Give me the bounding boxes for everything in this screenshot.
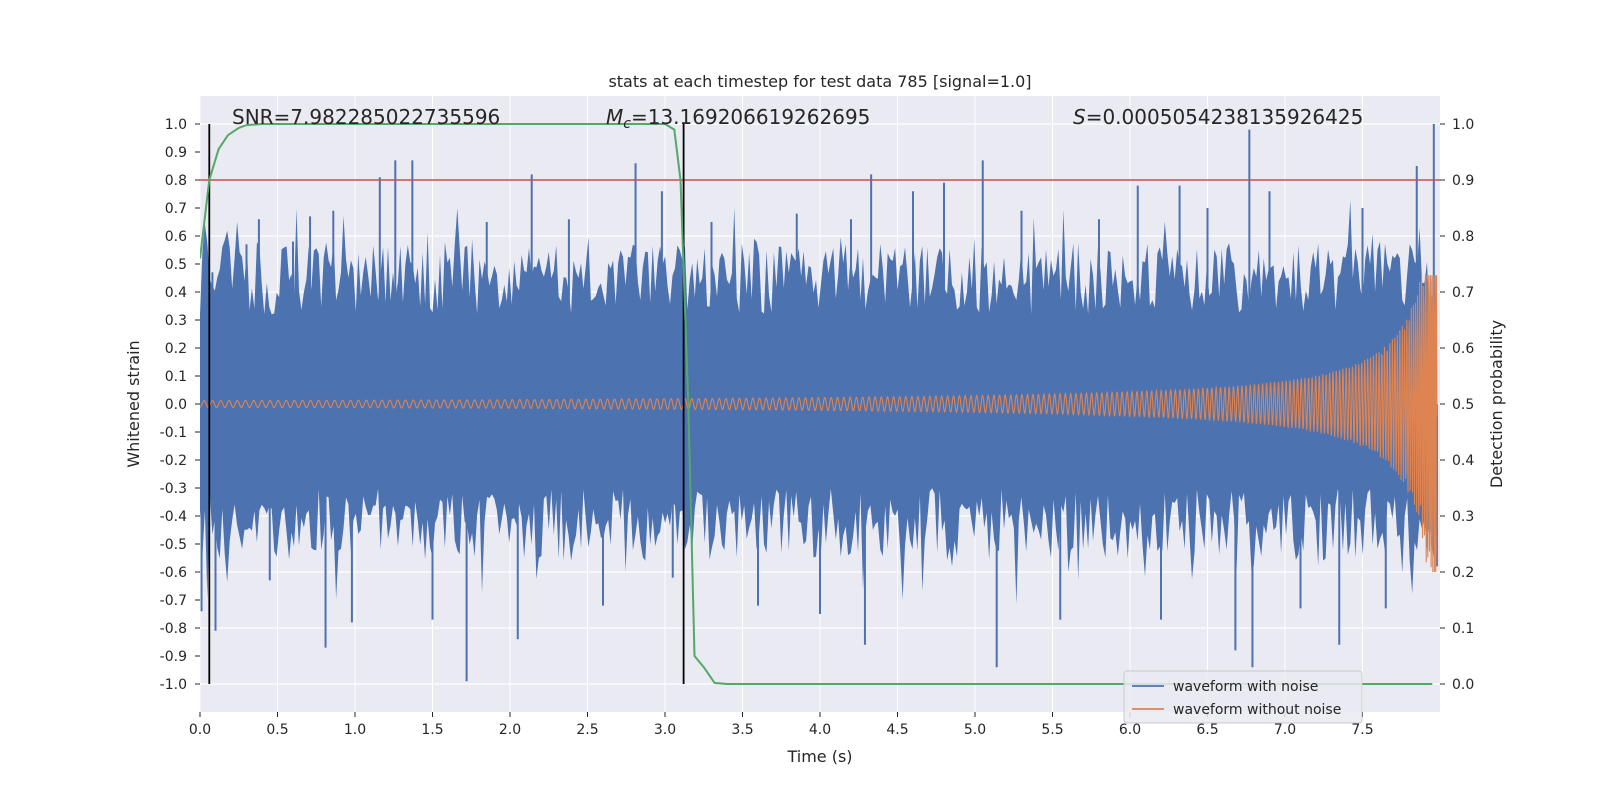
right-y-tick-label: 0.4 [1452,453,1474,469]
left-y-tick-label: 0.1 [165,369,187,385]
chart-title: stats at each timestep for test data 785… [608,72,1031,91]
left-y-tick-label: 0.0 [165,397,187,413]
right-y-tick-label: 0.3 [1452,509,1474,525]
waveform-with-noise-spikes [200,124,1438,682]
chirp-mass-subscript: c [623,116,631,132]
right-y-tick-label: 0.5 [1452,397,1474,413]
right-y-tick-label: 0.9 [1452,173,1474,189]
x-tick-label: 0.5 [266,722,288,738]
left-y-tick-label: 0.4 [165,285,187,301]
left-y-tick-label: -0.4 [160,509,187,525]
s-symbol: S [1073,105,1086,129]
left-y-tick-label: 0.7 [165,201,187,217]
x-tick-label: 2.0 [499,722,521,738]
x-tick-label: 4.0 [809,722,831,738]
right-y-tick-label: 0.7 [1452,285,1474,301]
right-y-axis-label: Detection probability [1487,320,1506,488]
left-y-tick-label: -0.3 [160,481,187,497]
x-tick-label: 7.5 [1351,722,1373,738]
left-y-tick-label: -0.5 [160,537,187,553]
plot-content [200,123,1440,685]
legend-box [1123,670,1363,724]
x-axis-label: Time (s) [786,747,852,766]
s-value: =0.0005054238135926425 [1086,105,1364,129]
left-y-axis-ticks: 1.0 0.9 0.8 0.7 0.6 0.5 0.4 0.3 0.2 0.1 0.0 -0.1 -0.… [160,117,200,693]
detection-probability-line [200,123,1433,685]
x-tick-label: 5.5 [1041,722,1063,738]
right-y-tick-label: 0.0 [1452,677,1474,693]
right-y-tick-label: 0.2 [1452,565,1474,581]
chirp-mass-symbol: M [606,105,623,129]
left-y-tick-label: -0.7 [160,593,187,609]
left-y-tick-label: -0.6 [160,565,187,581]
left-y-tick-label: -0.9 [160,649,187,665]
waveform-with-noise-band [200,200,1437,605]
left-y-tick-label: 0.5 [165,257,187,273]
left-y-tick-label: 0.9 [165,145,187,161]
left-y-tick-label: -0.2 [160,453,187,469]
x-tick-label: 3.5 [731,722,753,738]
x-tick-label: 0.0 [189,722,211,738]
x-tick-label: 7.0 [1274,722,1296,738]
left-y-tick-label: 0.8 [165,173,187,189]
x-axis-ticks: 0.0 0.5 1.0 1.5 2.0 2.5 3.0 3.5 4.0 4.5 5.0 5.5 6.0 6… [189,712,1374,738]
snr-annotation: SNR=7.982285022735596 [232,105,500,129]
waveform-without-noise-line [200,275,1438,573]
x-tick-label: 1.0 [344,722,366,738]
legend-label-noise: waveform with noise [1173,679,1318,695]
left-y-tick-label: -1.0 [160,677,187,693]
right-y-tick-label: 1.0 [1452,117,1474,133]
left-y-tick-label: 0.2 [165,341,187,357]
right-y-tick-label: 0.8 [1452,229,1474,245]
left-y-tick-label: -0.8 [160,621,187,637]
x-tick-label: 6.5 [1196,722,1218,738]
x-tick-label: 6.0 [1119,722,1141,738]
chirp-mass-value: =13.169206619262695 [631,105,870,129]
legend: waveform with noise waveform without noi… [1123,670,1363,724]
left-y-axis-label: Whitened strain [124,340,143,467]
left-y-tick-label: 0.6 [165,229,187,245]
x-tick-label: 3.0 [654,722,676,738]
right-y-tick-label: 0.6 [1452,341,1474,357]
x-tick-label: 5.0 [964,722,986,738]
right-y-tick-label: 0.1 [1452,621,1474,637]
chirp-mass-annotation: Mc=13.169206619262695 [606,105,870,132]
x-tick-label: 4.5 [886,722,908,738]
left-y-tick-label: 0.3 [165,313,187,329]
marker-vertical-lines [208,124,685,684]
left-y-tick-label: -0.1 [160,425,187,441]
right-y-axis-ticks: 1.0 0.9 0.8 0.7 0.6 0.5 0.4 0.3 0.2 0.1 0.0 [1440,117,1474,693]
left-y-tick-label: 1.0 [165,117,187,133]
x-tick-label: 1.5 [421,722,443,738]
legend-label-clean: waveform without noise [1173,702,1341,718]
s-annotation: S=0.0005054238135926425 [1073,105,1363,129]
x-tick-label: 2.5 [576,722,598,738]
